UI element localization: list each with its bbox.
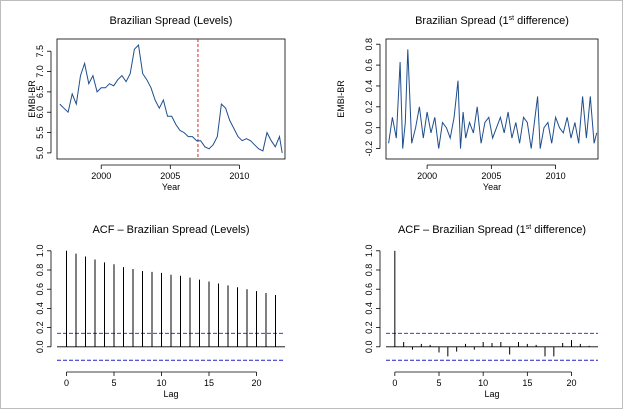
x-axis: 2000 2005 2010 xyxy=(417,164,566,181)
y-tick-label: 7.0 xyxy=(35,65,45,78)
plot-frame xyxy=(385,38,599,160)
series-line xyxy=(59,44,283,153)
x-axis-label: Lag xyxy=(163,389,178,399)
chart-title-main: ACF – Brazilian Spread (Levels) xyxy=(92,224,249,236)
chart-title: Brazilian Spread (1st difference) xyxy=(415,15,569,27)
chart-title-suffix: difference) xyxy=(514,15,569,27)
y-tick-label: 0.2 xyxy=(364,321,374,334)
x-tick-label: 10 xyxy=(478,378,488,388)
chart-title-main: Brazilian Spread (1 xyxy=(415,15,509,27)
y-axis: 5.0 5.5 6.0 6.5 7.0 7.5 xyxy=(35,45,52,160)
y-tick-label: 0.4 xyxy=(364,302,374,315)
y-tick-label: 0.0 xyxy=(35,341,45,354)
x-axis-label: Year xyxy=(483,182,501,192)
x-tick-label: 2005 xyxy=(481,171,501,181)
y-tick-label: 0.4 xyxy=(364,80,374,93)
x-tick-label: 2010 xyxy=(546,171,566,181)
y-tick-label: 0.8 xyxy=(35,264,45,277)
series-line xyxy=(388,49,598,149)
y-tick-label: 0.0 xyxy=(364,341,374,354)
y-tick-label: 0.2 xyxy=(35,321,45,334)
y-tick-label: 1.0 xyxy=(364,245,374,258)
y-axis-label: EMBI-BR xyxy=(336,80,346,118)
y-tick-label: 5.0 xyxy=(35,147,45,160)
x-axis: 0 5 10 15 20 xyxy=(64,371,262,388)
chart-title-main: Brazilian Spread (Levels) xyxy=(110,15,233,27)
chart-panel-4: ACF – Brazilian Spread (1st difference) 0… xyxy=(364,224,598,399)
plot-frame xyxy=(56,38,286,160)
chart-panel-3: ACF – Brazilian Spread (Levels) 0 5 10 15 20 L… xyxy=(35,224,285,399)
chart-title-suffix: difference) xyxy=(531,224,586,236)
y-tick-label: 6.5 xyxy=(35,86,45,99)
x-tick-label: 2005 xyxy=(160,171,180,181)
chart-panel-2: Brazilian Spread (1st difference)2000 200… xyxy=(336,15,599,192)
chart-title: ACF – Brazilian Spread (1st difference) xyxy=(398,224,586,236)
x-tick-label: 0 xyxy=(392,378,397,388)
x-tick-label: 10 xyxy=(156,378,166,388)
y-tick-label: 0.8 xyxy=(364,38,374,51)
x-tick-label: 5 xyxy=(111,378,116,388)
chart-panel-1: Brazilian Spread (Levels) 2000 2005 2010 Yea… xyxy=(27,15,286,192)
chart-title: Brazilian Spread (Levels) xyxy=(110,15,233,27)
y-tick-label: -0.2 xyxy=(364,141,374,157)
x-tick-label: 20 xyxy=(566,378,576,388)
y-tick-label: 5.5 xyxy=(35,126,45,139)
y-tick-label: 0.2 xyxy=(364,101,374,114)
chart-title-superscript: st xyxy=(526,224,532,231)
y-tick-label: 6.0 xyxy=(35,106,45,119)
x-tick-label: 2010 xyxy=(229,171,249,181)
x-axis: 0 5 10 15 20 xyxy=(392,371,577,388)
chart-title: ACF – Brazilian Spread (Levels) xyxy=(92,224,249,236)
y-axis: 0.0 0.2 0.4 0.6 0.8 1.0 xyxy=(35,245,52,354)
y-axis-label: EMBI-BR xyxy=(27,80,37,118)
chart-title-superscript: st xyxy=(509,15,515,22)
x-tick-label: 5 xyxy=(436,378,441,388)
y-axis: 0.0 0.2 0.4 0.6 0.8 1.0 xyxy=(364,245,381,354)
x-tick-label: 15 xyxy=(522,378,532,388)
y-tick-label: 0.4 xyxy=(35,302,45,315)
y-tick-label: 0.6 xyxy=(35,283,45,296)
chart-title-main: ACF – Brazilian Spread (1 xyxy=(398,224,526,236)
x-axis-label: Year xyxy=(162,182,180,192)
x-axis-label: Lag xyxy=(484,389,499,399)
y-tick-label: 7.5 xyxy=(35,45,45,58)
y-tick-label: 0.6 xyxy=(364,59,374,72)
y-axis: -0.2 0.0 0.2 0.4 0.6 0.8 xyxy=(364,38,381,157)
y-tick-label: 1.0 xyxy=(35,245,45,258)
x-tick-label: 2000 xyxy=(91,171,111,181)
y-tick-label: 0.8 xyxy=(364,264,374,277)
y-tick-label: 0.0 xyxy=(364,121,374,134)
x-axis: 2000 2005 2010 xyxy=(91,164,249,181)
y-tick-label: 0.6 xyxy=(364,283,374,296)
x-tick-label: 20 xyxy=(251,378,261,388)
x-tick-label: 2000 xyxy=(417,171,437,181)
x-tick-label: 0 xyxy=(64,378,69,388)
x-tick-label: 15 xyxy=(204,378,214,388)
